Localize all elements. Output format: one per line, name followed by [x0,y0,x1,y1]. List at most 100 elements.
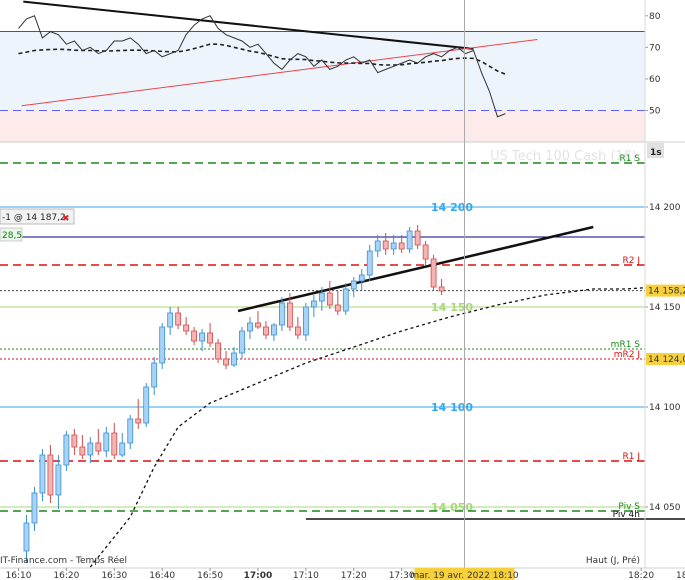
price-pane[interactable]: US Tech 100 Cash (1€) R1 S 14 200 R2 J 14 1… [0,149,685,568]
candle[interactable] [31,487,38,531]
data-source-label: IT-Finance.com - Temps Réel [0,555,127,566]
candle[interactable] [334,291,341,315]
candle[interactable] [175,307,182,329]
candle[interactable] [47,445,54,503]
candle[interactable] [239,327,245,359]
candle[interactable] [87,437,94,463]
oscillator-trendline-1[interactable] [21,38,538,107]
candle-body [143,386,150,424]
candle[interactable] [358,269,365,291]
price-level-label-14-150: 14 150 [431,301,473,314]
candle[interactable] [135,399,142,429]
candle-body [366,250,373,276]
candle[interactable] [191,327,198,345]
candle-body [175,312,182,326]
candle-body [183,324,190,332]
candle[interactable] [119,433,126,457]
candle[interactable] [23,515,30,563]
oscillator-tick-label-60: 60 [649,75,661,85]
instrument-watermark: US Tech 100 Cash (1€) [490,149,637,164]
price-level-label-mr2-j: mR2 J [614,350,640,360]
candle[interactable] [398,235,405,253]
candle[interactable] [279,297,285,331]
price-tag-label-1: 14 124,0 [648,355,685,365]
candle-body [374,240,381,252]
time-tick-label-4: 16:50 [197,571,223,580]
candle[interactable] [127,415,134,449]
candle[interactable] [231,347,237,367]
candle[interactable] [55,455,62,509]
candle-body [71,434,78,448]
candle[interactable] [310,295,317,317]
candle-body [135,418,142,424]
candle[interactable] [374,235,381,257]
candle-body [103,432,110,452]
candle-body [438,286,445,292]
candle[interactable] [271,323,277,341]
price-trendline-0[interactable] [237,225,594,313]
oscillator-trendline-0[interactable] [23,0,474,50]
candle-body [247,322,253,332]
oscillator-pane[interactable]: 50 60 70 80 [0,0,661,142]
candle-body [239,330,245,354]
candle[interactable] [183,317,190,335]
candle[interactable] [422,241,429,265]
candle[interactable] [71,429,78,455]
candle[interactable] [39,449,46,501]
candle[interactable] [318,287,325,311]
candle[interactable] [294,317,301,339]
candle-body [215,342,221,360]
candle-body [63,434,70,466]
order-ticket[interactable]: -1 @ 14 187,2 ✖ 28,5 [0,208,75,242]
candle-body [231,352,237,366]
candle[interactable] [103,427,110,457]
candle[interactable] [95,429,102,455]
candle[interactable] [430,255,437,291]
price-level-label-14-100: 14 100 [431,401,473,414]
candle[interactable] [143,383,150,427]
candle-body [279,302,285,326]
candle[interactable] [263,321,269,339]
oscillator-tick-label-50: 50 [649,106,661,116]
candle-body [95,442,102,452]
candle[interactable] [215,339,221,363]
candle[interactable] [366,245,373,281]
candle[interactable] [382,233,389,255]
price-level-label-r1-j: R1 J [623,452,641,462]
candle[interactable] [414,225,421,249]
order-pnl-value: 28,5 [2,231,22,241]
timeframe-badge[interactable] [647,143,664,158]
candle-body [294,326,301,336]
candle[interactable] [151,357,158,395]
candle[interactable] [223,351,229,369]
timeframe-label: 1s [650,148,662,158]
candle[interactable] [350,277,357,297]
candle[interactable] [63,431,70,471]
candle-body [334,304,341,312]
candle[interactable] [167,307,174,335]
oscillator-tick-label-80: 80 [649,12,661,22]
candle[interactable] [255,311,261,329]
candle[interactable] [326,281,333,309]
candle-body [151,362,158,388]
candle[interactable] [342,283,349,315]
candle[interactable] [207,323,213,347]
time-tick-label-2: 16:30 [101,571,127,580]
order-close-icon[interactable]: ✖ [62,214,70,224]
time-tick-label-5: 17:00 [244,571,273,580]
candle[interactable] [199,329,205,351]
candle[interactable] [438,279,445,295]
oscillator-line [18,15,506,118]
candle-body [191,330,198,342]
candle[interactable] [406,227,413,253]
price-tag-label-0: 14 158,2 [648,287,685,297]
candle[interactable] [390,235,397,255]
candle[interactable] [159,323,166,369]
candle[interactable] [111,423,118,459]
candle[interactable] [79,435,86,459]
candle[interactable] [302,303,309,341]
candle[interactable] [287,293,293,331]
price-tick-label-14150: 14 150 [649,303,681,313]
order-ticket-box[interactable] [0,208,75,225]
candle[interactable] [247,317,253,339]
